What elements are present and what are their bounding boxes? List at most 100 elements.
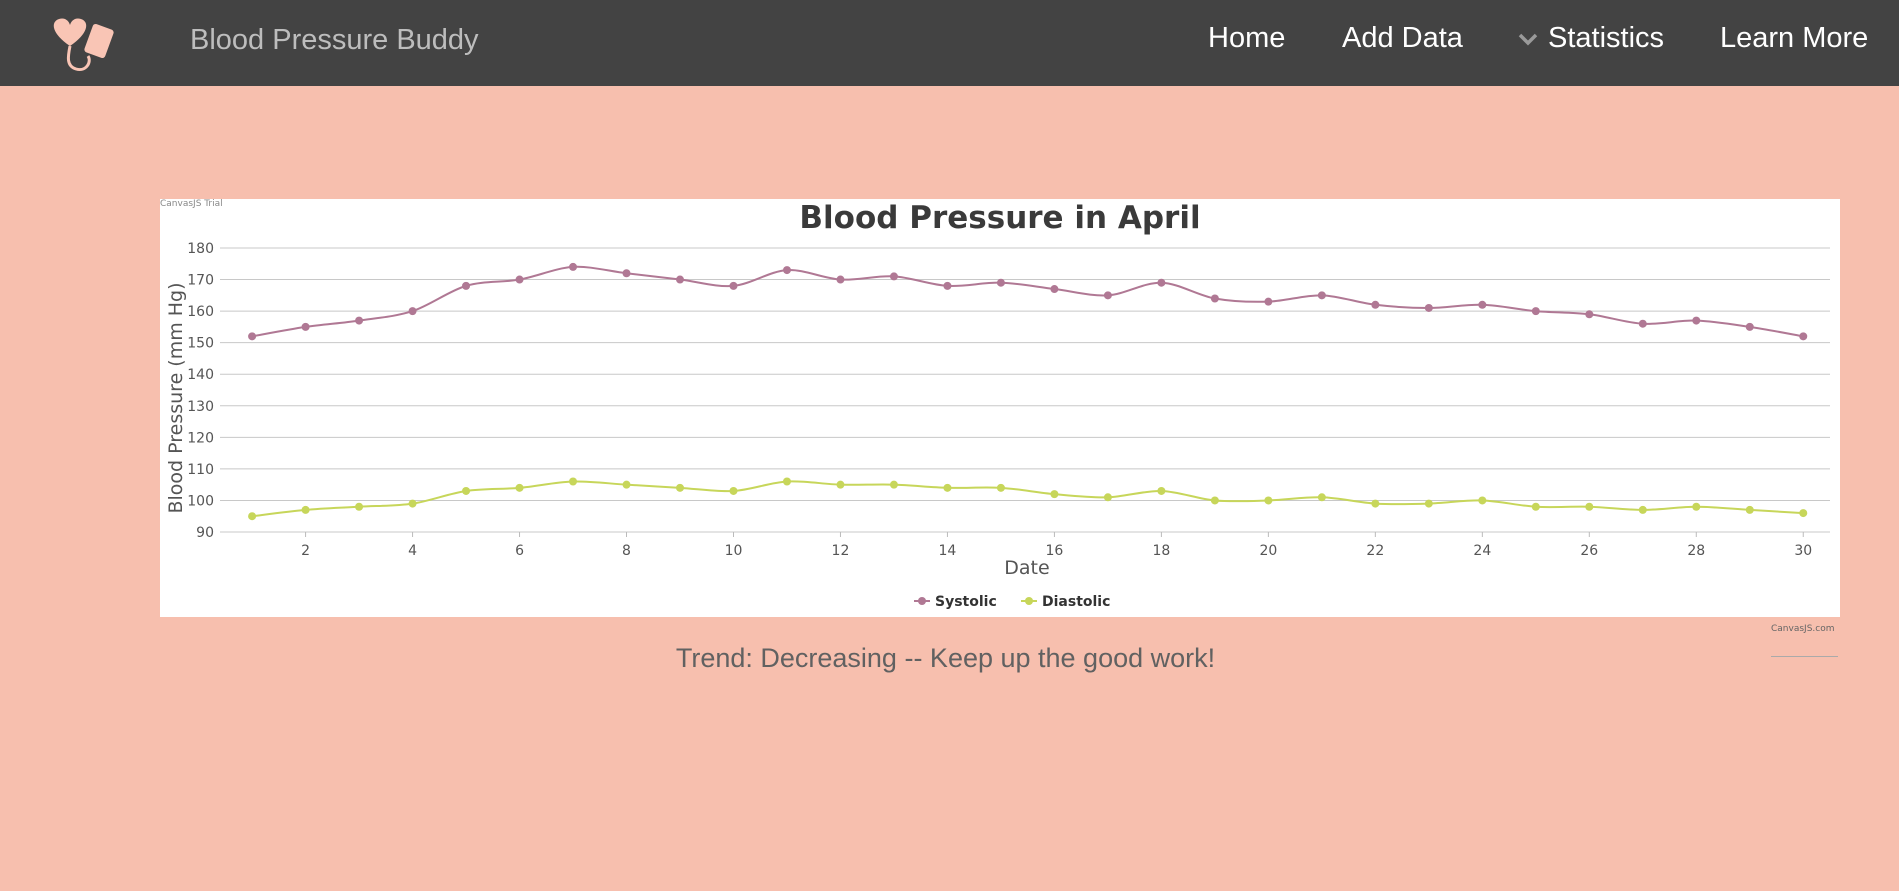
systolic-point bbox=[943, 281, 952, 290]
diastolic-point bbox=[515, 483, 524, 492]
diastolic-point bbox=[1424, 499, 1433, 508]
legend-marker-diastolic bbox=[1025, 597, 1033, 605]
systolic-point bbox=[355, 316, 364, 325]
systolic-point bbox=[1478, 300, 1487, 309]
diastolic-point bbox=[1157, 486, 1166, 495]
x-tick-label: 8 bbox=[622, 543, 631, 559]
systolic-point bbox=[1638, 319, 1647, 328]
y-tick-label: 160 bbox=[187, 304, 214, 320]
systolic-point bbox=[569, 262, 578, 271]
x-tick-label: 16 bbox=[1046, 543, 1064, 559]
diastolic-point bbox=[996, 483, 1005, 492]
diastolic-point bbox=[301, 505, 310, 514]
diastolic-point bbox=[1264, 496, 1273, 505]
y-tick-label: 130 bbox=[187, 399, 214, 415]
diastolic-point bbox=[676, 483, 684, 492]
systolic-point bbox=[1210, 294, 1219, 303]
y-tick-label: 140 bbox=[187, 367, 214, 383]
systolic-point bbox=[996, 278, 1005, 287]
legend-marker-systolic bbox=[918, 597, 926, 605]
chart-container: Blood Pressure in April 90 100 110 120 130 140… bbox=[160, 199, 1840, 617]
diastolic-point bbox=[1745, 505, 1754, 514]
systolic-point bbox=[1531, 307, 1540, 316]
systolic-point bbox=[1317, 291, 1326, 300]
nav-statistics[interactable]: Statistics bbox=[1548, 22, 1665, 54]
y-tick-label: 170 bbox=[187, 273, 214, 289]
systolic-point bbox=[248, 332, 257, 341]
chart-credit-link[interactable]: CanvasJS.com bbox=[1771, 624, 1835, 634]
nav-add-data[interactable]: Add Data bbox=[1342, 22, 1463, 54]
diastolic-point bbox=[1692, 502, 1701, 511]
nav-home[interactable]: Home bbox=[1208, 22, 1286, 54]
diastolic-line bbox=[251, 480, 1804, 518]
diastolic-point bbox=[248, 512, 257, 521]
x-tick-label: 2 bbox=[301, 543, 310, 559]
y-tick-label: 180 bbox=[187, 241, 214, 257]
diastolic-point bbox=[1531, 502, 1540, 511]
diastolic-point bbox=[1103, 493, 1112, 502]
navbar: Blood Pressure Buddy Home Add Data Stati… bbox=[0, 0, 1899, 86]
systolic-point bbox=[462, 281, 471, 290]
blood-pressure-chart: Blood Pressure in April 90 100 110 120 130 140… bbox=[165, 200, 1830, 610]
legend-label-diastolic: Diastolic bbox=[1042, 594, 1110, 610]
x-tick-label: 20 bbox=[1259, 543, 1277, 559]
diastolic-point bbox=[1210, 496, 1219, 505]
trial-label: CanvasJS Trial bbox=[160, 199, 223, 209]
diastolic-point bbox=[569, 477, 578, 486]
systolic-point bbox=[836, 275, 845, 284]
systolic-point bbox=[622, 269, 631, 278]
x-tick-label: 18 bbox=[1152, 543, 1170, 559]
diastolic-point bbox=[836, 480, 845, 489]
diastolic-point bbox=[1478, 496, 1487, 505]
credit-underline bbox=[1771, 656, 1838, 657]
systolic-point bbox=[1424, 303, 1433, 312]
x-tick-label: 12 bbox=[832, 543, 850, 559]
x-tick-label: 30 bbox=[1794, 543, 1812, 559]
systolic-point bbox=[1157, 278, 1166, 287]
y-tick-label: 90 bbox=[196, 525, 214, 541]
y-tick-label: 100 bbox=[187, 493, 214, 509]
systolic-point bbox=[1692, 316, 1701, 325]
systolic-point bbox=[1264, 297, 1273, 306]
diastolic-point bbox=[1371, 499, 1380, 508]
chevron-down-icon[interactable] bbox=[1518, 32, 1538, 46]
y-axis-label: Blood Pressure (mm Hg) bbox=[165, 282, 187, 513]
brand-title[interactable]: Blood Pressure Buddy bbox=[190, 24, 479, 56]
systolic-point bbox=[1371, 300, 1380, 309]
x-tick-label: 14 bbox=[939, 543, 957, 559]
systolic-point bbox=[1585, 310, 1594, 319]
y-tick-label: 120 bbox=[187, 430, 214, 446]
diastolic-point bbox=[622, 480, 631, 489]
y-tick-label: 110 bbox=[187, 462, 214, 478]
diastolic-point bbox=[408, 499, 417, 508]
x-tick-label: 26 bbox=[1580, 543, 1598, 559]
x-tick-label: 22 bbox=[1366, 543, 1384, 559]
systolic-point bbox=[1745, 322, 1754, 331]
diastolic-point bbox=[943, 483, 952, 492]
legend-label-systolic: Systolic bbox=[935, 594, 997, 610]
diastolic-point bbox=[1585, 502, 1594, 511]
nav-learn-more[interactable]: Learn More bbox=[1720, 22, 1869, 54]
systolic-point bbox=[1050, 285, 1059, 294]
trend-message-row: Trend: Decreasing -- Keep up the good wo… bbox=[0, 643, 1899, 674]
diastolic-point bbox=[782, 477, 791, 486]
chart-title: Blood Pressure in April bbox=[799, 200, 1200, 236]
trend-message: Trend: Decreasing -- Keep up the good wo… bbox=[675, 643, 1216, 673]
systolic-point bbox=[729, 281, 738, 290]
x-tick-label: 4 bbox=[408, 543, 417, 559]
systolic-point bbox=[515, 275, 524, 284]
systolic-point bbox=[301, 322, 310, 331]
systolic-line bbox=[251, 265, 1804, 338]
x-tick-label: 10 bbox=[725, 543, 743, 559]
systolic-point bbox=[676, 275, 684, 284]
systolic-point bbox=[1799, 332, 1808, 341]
x-tick-label: 24 bbox=[1473, 543, 1491, 559]
diastolic-point bbox=[1050, 490, 1059, 499]
systolic-point bbox=[782, 266, 791, 275]
systolic-point bbox=[408, 307, 417, 316]
heart-cuff-icon[interactable] bbox=[50, 16, 120, 72]
diastolic-point bbox=[1638, 505, 1647, 514]
diastolic-point bbox=[889, 480, 898, 489]
systolic-point bbox=[1103, 291, 1112, 300]
diastolic-point bbox=[1317, 493, 1326, 502]
